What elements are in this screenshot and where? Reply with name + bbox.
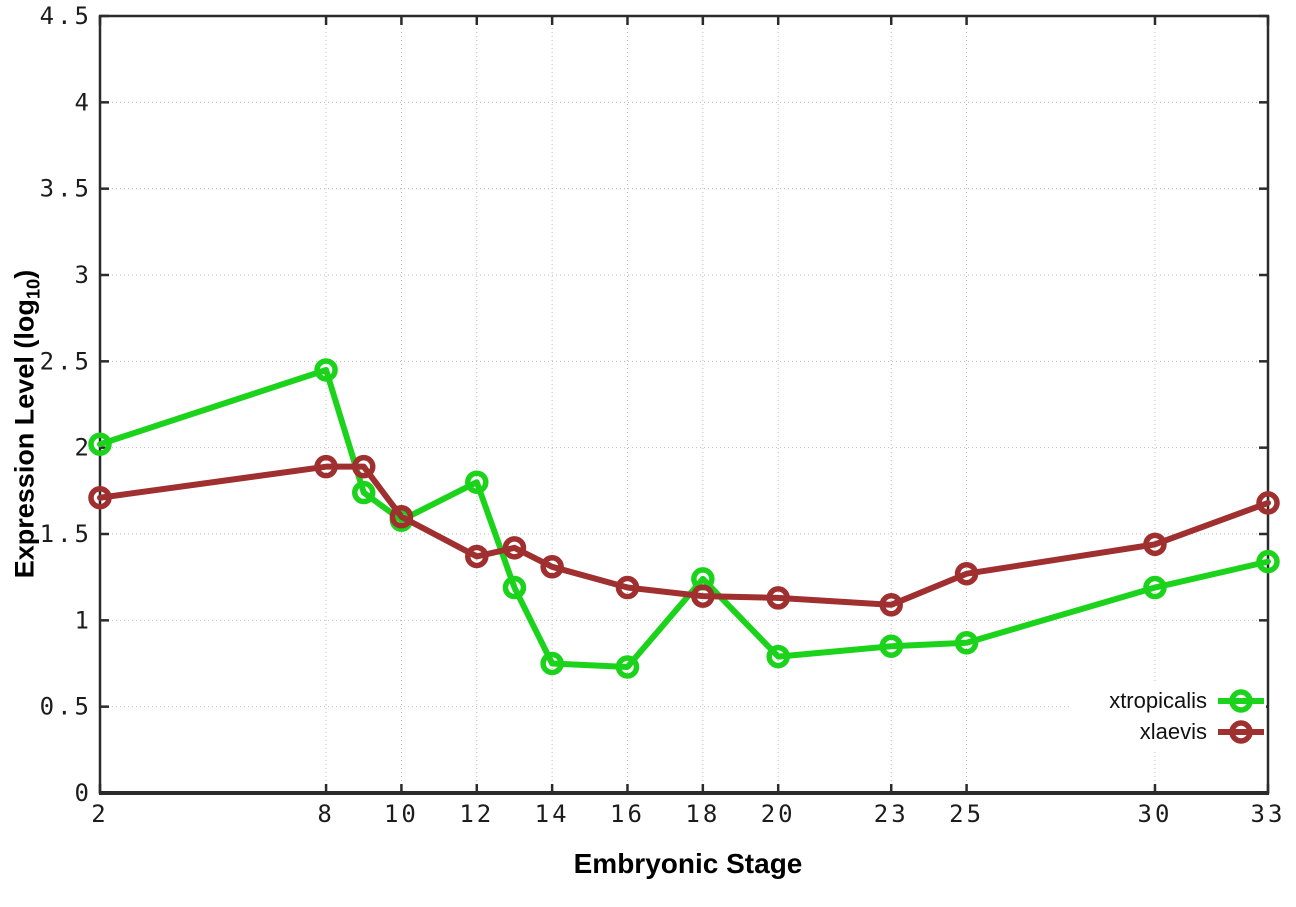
y-tick-label: 4.5 [40,2,92,30]
y-tick-label: 0.5 [40,693,92,721]
data-point-xlaevis-stage-16 [615,575,640,600]
data-point-xtropicalis-stage-2 [88,432,112,456]
x-tick-label: 10 [384,800,419,828]
data-point-xtropicalis-stage-14 [540,651,564,676]
x-axis-title: Embryonic Stage [573,848,803,879]
y-tick-label: 3 [75,261,92,289]
x-tick-label: 25 [949,800,984,828]
data-point-xlaevis-stage-13 [502,536,527,560]
series-xtropicalis [88,358,1280,679]
series-line-xtropicalis [97,366,1271,670]
x-tick-label: 18 [685,800,720,828]
legend-item-xlaevis: xlaevis [1140,717,1266,747]
y-axis-title-text: Expression Level (log [9,299,40,579]
y-tick-label: 2 [75,434,92,462]
x-tick-label: 2 [91,800,108,828]
legend-label-xlaevis: xlaevis [1139,718,1207,744]
y-tick-label: 0 [75,779,92,807]
data-point-xtropicalis-stage-20 [766,644,790,669]
data-point-xlaevis-stage-25 [954,561,979,586]
legend-label-xtropicalis: xtropicalis [1109,687,1207,713]
y-tick-label: 4 [75,88,92,116]
data-point-xtropicalis-stage-8 [314,358,338,382]
x-tick-label: 16 [610,800,645,828]
data-point-xtropicalis-stage-13 [502,575,527,600]
legend: xtropicalis xlaevis [1070,683,1266,749]
data-point-xtropicalis-stage-12 [465,470,489,494]
y-axis-title: Expression Level (log10) [9,270,44,579]
series-line-xlaevis [97,463,1271,608]
legend-item-xtropicalis: xtropicalis [1109,686,1266,716]
x-tick-label: 33 [1251,800,1286,828]
x-tick-label: 8 [317,800,334,828]
data-point-xlaevis-stage-8 [314,454,338,479]
x-tick-label: 20 [761,800,796,828]
tick-marks [98,14,1270,795]
data-point-xlaevis-stage-2 [88,485,112,510]
x-tick-label: 30 [1138,800,1173,828]
y-tick-label: 1.5 [40,520,92,548]
y-tick-labels: 0 0.5 1 1.5 2 2.5 3 3.5 4 4.5 [40,2,92,807]
data-point-xlaevis-stage-30 [1143,532,1167,557]
data-point-xlaevis-stage-18 [691,584,715,608]
y-axis-title-subscript: 10 [22,278,44,300]
data-point-xtropicalis-stage-9 [351,480,376,505]
data-point-xlaevis-stage-9 [351,454,376,479]
y-tick-label: 3.5 [40,175,92,203]
data-point-xlaevis-stage-20 [766,586,790,610]
data-point-xtropicalis-stage-23 [879,634,903,658]
data-point-xtropicalis-stage-30 [1143,575,1167,600]
data-point-xlaevis-stage-10 [389,504,414,529]
gridlines [100,16,1268,793]
data-point-xtropicalis-stage-16 [615,655,640,679]
series-xlaevis [88,454,1280,617]
data-point-xlaevis-stage-23 [879,593,903,617]
x-tick-labels: 2 8 10 12 14 16 18 20 23 25 30 33 [91,800,1286,828]
y-axis-title-close: ) [9,269,40,279]
plot-border [98,14,1270,795]
data-point-xlaevis-stage-14 [540,555,564,579]
data-point-xtropicalis-stage-33 [1256,549,1280,574]
line-circle-marker-icon [1216,687,1266,715]
data-point-xlaevis-stage-33 [1256,491,1280,515]
line-circle-marker-icon [1216,718,1266,746]
x-tick-label: 14 [535,800,570,828]
y-tick-label: 1 [75,606,92,634]
x-tick-label: 12 [459,800,494,828]
data-point-xlaevis-stage-12 [465,544,489,569]
x-tick-label: 23 [874,800,909,828]
y-tick-label: 2.5 [40,347,92,375]
data-point-xtropicalis-stage-25 [954,631,979,655]
